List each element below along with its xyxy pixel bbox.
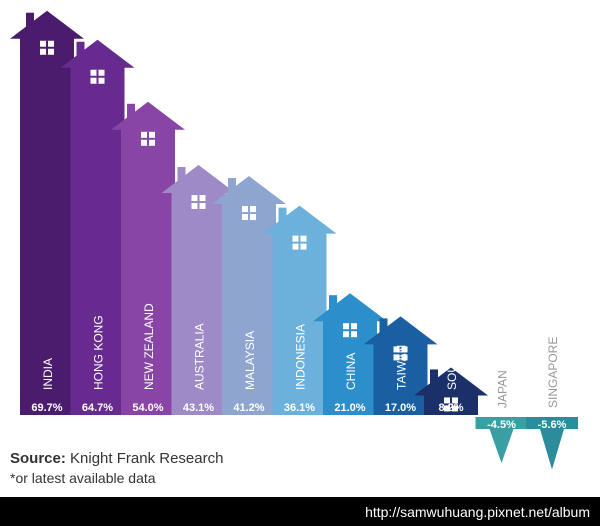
house-bar — [414, 367, 488, 415]
house-bar — [363, 316, 438, 415]
arrow-bar — [475, 417, 528, 464]
category-label: SOUTH KOREA — [445, 303, 459, 390]
value-label: 36.1% — [284, 402, 315, 414]
value-label: -4.5% — [487, 419, 516, 431]
house-bar — [313, 293, 387, 415]
category-label: JAPAN — [496, 370, 510, 408]
value-label: 17.0% — [385, 402, 416, 414]
value-label: 21.0% — [334, 402, 365, 414]
note: *or latest available data — [10, 470, 156, 486]
chimney — [76, 41, 85, 58]
chimney — [228, 178, 236, 195]
source-text: Knight Frank Research — [70, 450, 223, 467]
chimney — [430, 369, 438, 386]
value-label: 64.7% — [82, 402, 113, 414]
value-label: 69.7% — [31, 402, 62, 414]
chimney — [26, 12, 34, 29]
category-label: SINGAPORE — [546, 337, 560, 408]
house-bar — [212, 176, 286, 415]
source-label: Source: — [10, 450, 66, 467]
chimney — [127, 103, 135, 120]
house-bar — [10, 10, 84, 416]
category-label: INDIA — [41, 358, 55, 390]
value-label: 54.0% — [132, 402, 163, 414]
source: Source: Knight Frank Research — [10, 450, 223, 467]
category-label: CHINA — [344, 353, 358, 390]
value-label: -5.6% — [538, 419, 567, 431]
house-bar — [111, 101, 185, 416]
house-bar — [262, 205, 337, 415]
value-label: 8.2% — [438, 402, 463, 414]
category-label: INDONESIA — [294, 324, 308, 390]
value-label: 43.1% — [183, 402, 214, 414]
value-label: 41.2% — [233, 402, 264, 414]
category-label: NEW ZEALAND — [142, 303, 156, 390]
chimney — [329, 295, 337, 312]
footer-bar — [0, 497, 600, 526]
arrow-bar — [526, 417, 578, 470]
url: http://samwuhuang.pixnet.net/album — [365, 504, 590, 520]
category-label: TAIWAN — [395, 345, 409, 390]
chimney — [278, 207, 287, 224]
category-label: AUSTRALIA — [193, 323, 207, 390]
category-label: MALAYSIA — [243, 331, 257, 390]
chimney — [177, 167, 186, 184]
category-label: HONG KONG — [92, 315, 106, 390]
house-bar — [161, 165, 236, 415]
chimney — [379, 318, 388, 335]
house-bar — [60, 39, 135, 416]
